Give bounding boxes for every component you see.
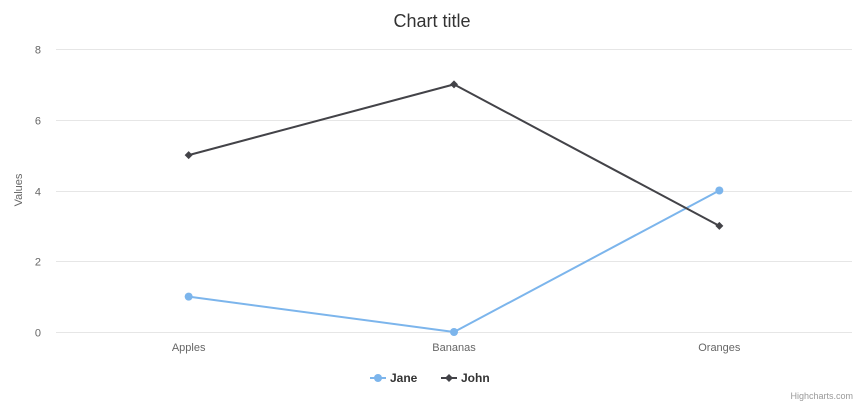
legend-item-jane[interactable]: Jane	[370, 371, 418, 385]
y-tick-label: 2	[35, 257, 41, 269]
x-tick-label: Bananas	[432, 342, 476, 354]
legend-symbol-marker[interactable]	[445, 374, 453, 382]
credits-link[interactable]: Highcharts.com	[790, 391, 853, 401]
legend-symbol-marker[interactable]	[374, 374, 382, 382]
x-tick-label: Apples	[172, 342, 206, 354]
y-tick-label: 0	[35, 328, 41, 340]
chart-title: Chart title	[393, 11, 470, 31]
y-tick-label: 8	[35, 45, 41, 57]
data-point-john[interactable]	[184, 151, 193, 160]
y-tick-label: 6	[35, 116, 41, 128]
series-group	[184, 80, 724, 336]
legend-label: Jane	[390, 371, 418, 385]
y-tick-label: 4	[35, 187, 41, 199]
data-point-jane[interactable]	[184, 292, 193, 301]
data-point-john[interactable]	[450, 80, 458, 89]
legend: Jane John	[370, 371, 490, 385]
legend-item-john[interactable]: John	[441, 371, 490, 385]
y-axis-label: Values	[13, 173, 25, 206]
legend-label: John	[461, 371, 490, 385]
data-point-john[interactable]	[715, 221, 724, 230]
x-tick-label: Oranges	[698, 342, 741, 354]
data-point-jane[interactable]	[715, 186, 724, 195]
data-point-jane[interactable]	[450, 328, 458, 336]
x-axis-ticks: Apples Bananas Oranges	[172, 342, 741, 354]
y-axis-ticks: 0 2 4 6 8	[35, 45, 41, 340]
